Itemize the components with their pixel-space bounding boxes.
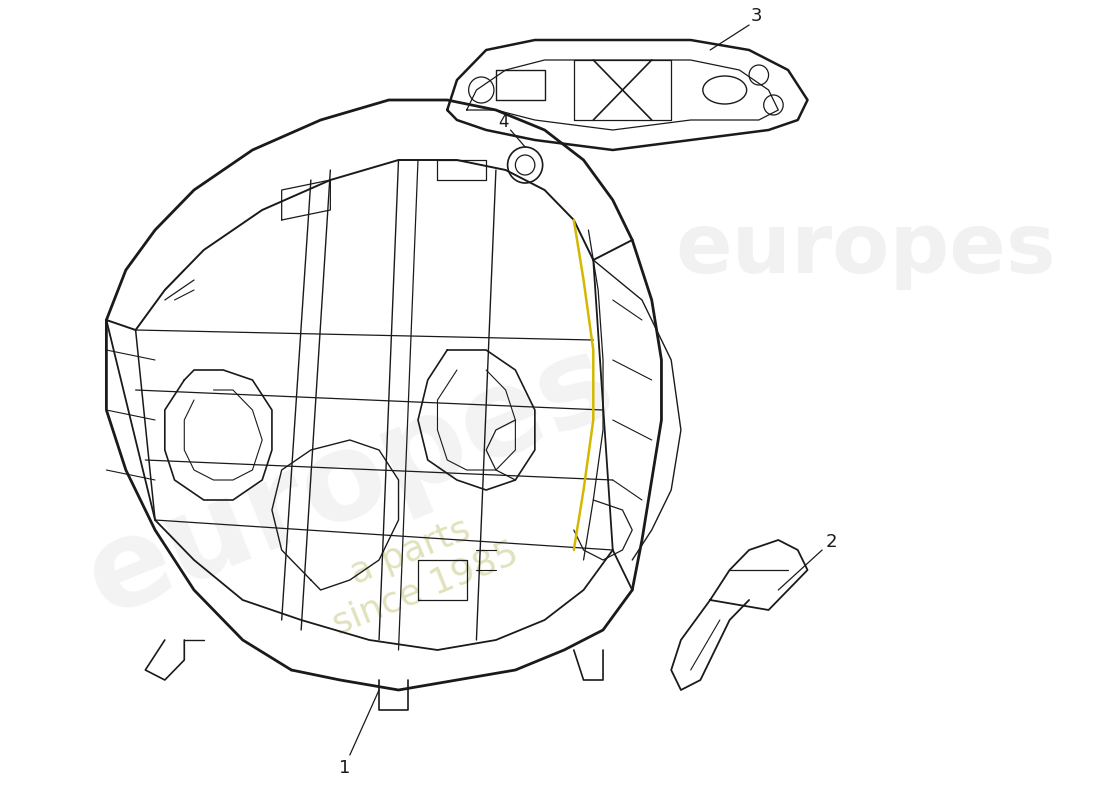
Text: europes: europes: [69, 322, 630, 638]
Text: 1: 1: [339, 759, 351, 777]
Text: 4: 4: [498, 113, 509, 131]
Text: europes: europes: [675, 210, 1056, 290]
Text: a parts
since 1985: a parts since 1985: [312, 499, 524, 641]
Text: 3: 3: [751, 7, 762, 25]
Text: 2: 2: [826, 533, 837, 551]
